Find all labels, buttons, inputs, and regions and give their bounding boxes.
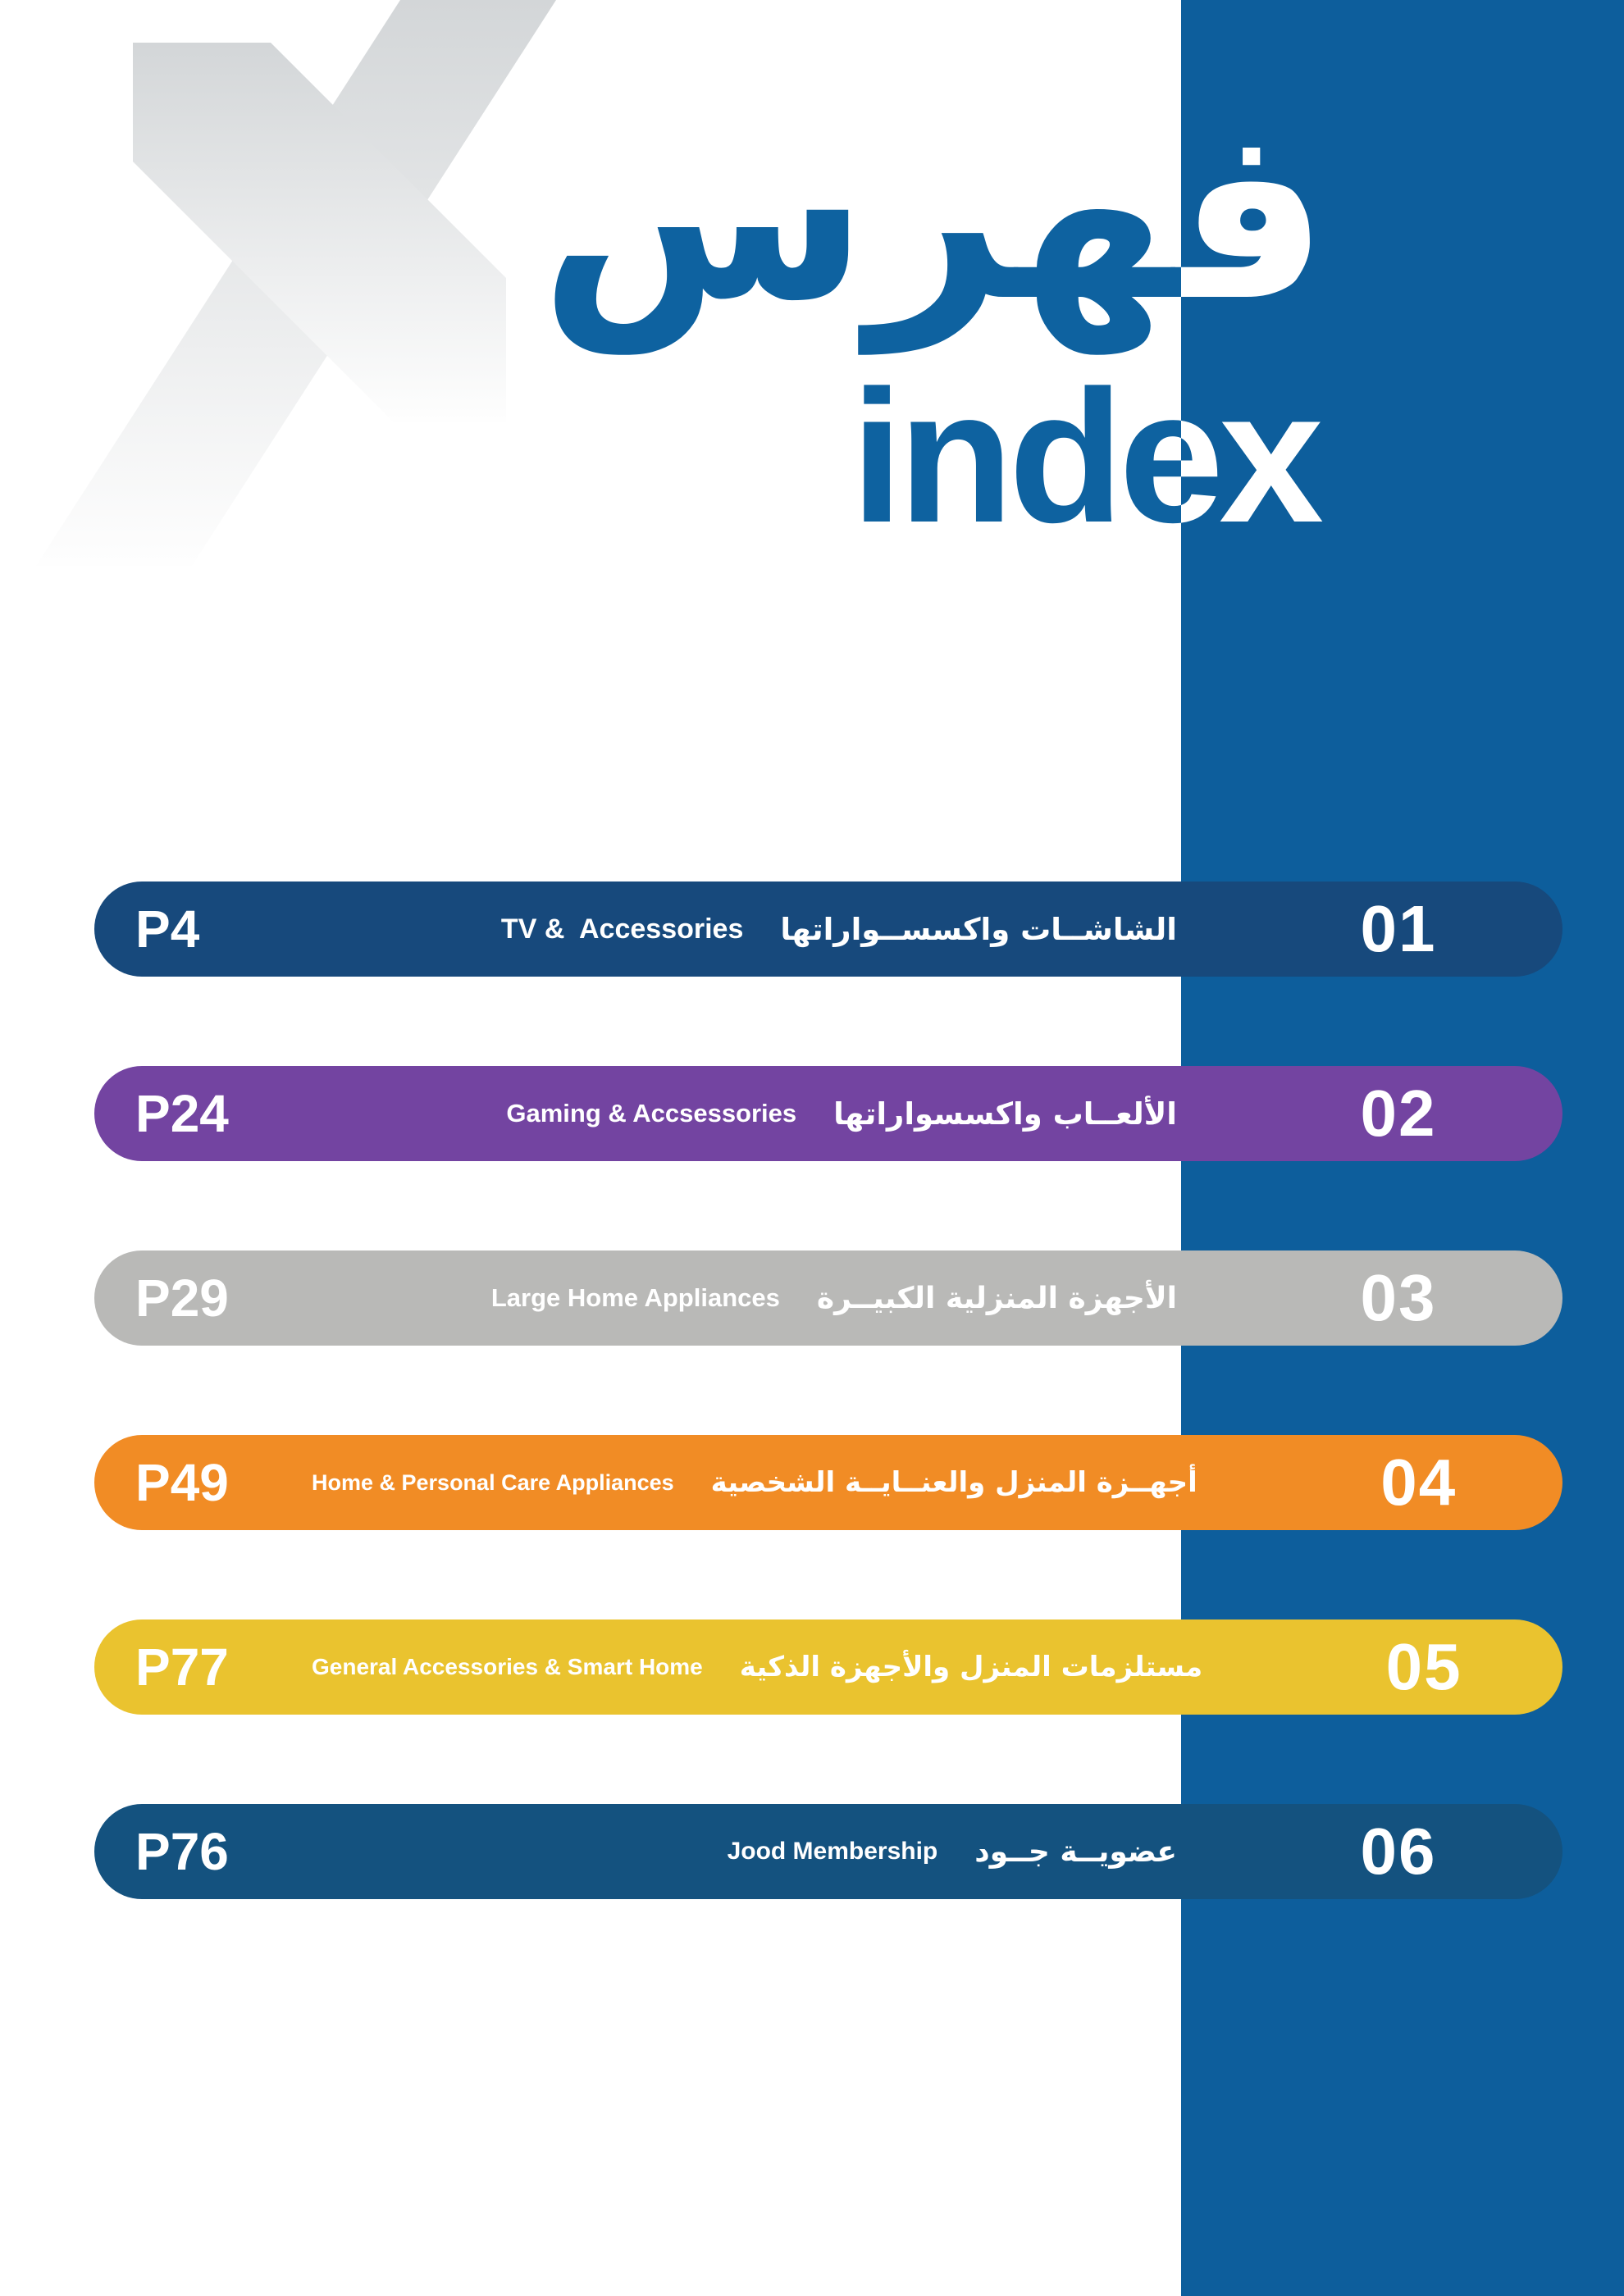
section-number: 04 (1380, 1446, 1457, 1519)
x-watermark-arm-left (133, 43, 506, 422)
page-number: P77 (135, 1638, 229, 1697)
index-row[interactable]: P49 Home & Personal Care Appliances أجهـ… (94, 1435, 1562, 1530)
x-watermark-logo (36, 0, 556, 566)
category-name-arabic: الشاشــات واكسســواراتها (780, 911, 1177, 947)
section-number: 03 (1360, 1261, 1437, 1334)
index-row[interactable]: P4 TV & Accessories الشاشــات واكسســوار… (94, 882, 1562, 977)
category-name-english: Jood Membership (727, 1838, 938, 1865)
category-name-english: TV & Accessories (500, 913, 744, 945)
category-name-arabic: عضويــة جــود (974, 1834, 1177, 1869)
section-number-area: 04 (1197, 1445, 1583, 1520)
section-number-area: 02 (1177, 1076, 1562, 1151)
section-number: 06 (1360, 1815, 1437, 1888)
section-number-area: 06 (1177, 1814, 1562, 1889)
page-number: P76 (135, 1822, 229, 1881)
page-number: P49 (135, 1453, 229, 1512)
index-row[interactable]: P77 General Accessories & Smart Home مست… (94, 1620, 1562, 1715)
section-number: 05 (1385, 1630, 1462, 1703)
page-number: P24 (135, 1084, 229, 1143)
category-name-arabic: أجهــزة المنزل والعنــايــة الشخصية (710, 1466, 1197, 1499)
index-row[interactable]: P24 Gaming & Accsessories الألعــاب واكس… (94, 1066, 1562, 1161)
section-number-area: 01 (1177, 891, 1562, 967)
page-number: P29 (135, 1269, 229, 1328)
category-name-english: Large Home Appliances (490, 1283, 780, 1312)
section-number-area: 03 (1177, 1260, 1562, 1336)
index-row[interactable]: P29 Large Home Appliances الأجهزة المنزل… (94, 1250, 1562, 1346)
section-number: 02 (1360, 1077, 1437, 1150)
category-name-arabic: مستلزمات المنزل والأجهزة الذكية (739, 1651, 1203, 1683)
category-name-arabic: الأجهزة المنزلية الكبيــرة (816, 1281, 1177, 1315)
category-name-arabic: الألعــاب واكسسواراتها (833, 1096, 1177, 1132)
category-name-english: General Accessories & Smart Home (312, 1654, 703, 1679)
section-number: 01 (1360, 892, 1437, 965)
page-number: P4 (135, 900, 200, 959)
category-name-english: Home & Personal Care Appliances (312, 1469, 674, 1495)
section-number-area: 05 (1202, 1629, 1588, 1705)
category-name-english: Gaming & Accsessories (506, 1099, 797, 1128)
index-row[interactable]: P76 Jood Membership عضويــة جــود 06 (94, 1804, 1562, 1899)
